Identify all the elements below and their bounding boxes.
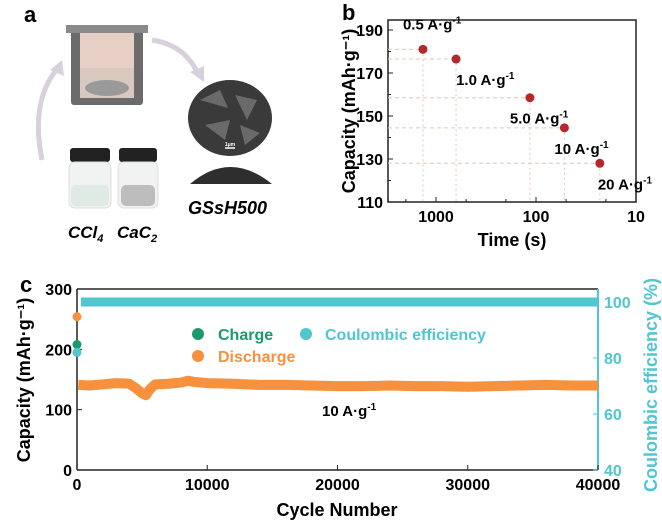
sem-image-icon: 1μm <box>188 80 272 156</box>
y2-tick-label: 40 <box>604 463 622 480</box>
x-tick-label: 1000 <box>418 209 454 226</box>
y2-tick-label: 80 <box>604 351 622 368</box>
y-tick-label: 0 <box>63 463 72 480</box>
x-tick-label: 20000 <box>315 477 360 494</box>
panel-a-label: a <box>24 2 37 27</box>
y-tick-label: 110 <box>357 195 383 212</box>
x-tick-label: 10 <box>627 209 645 226</box>
x-axis-label: Cycle Number <box>276 500 397 520</box>
data-point <box>418 44 428 54</box>
y-tick-label: 170 <box>356 66 383 83</box>
data-point <box>451 54 461 64</box>
data-point <box>595 158 605 168</box>
point-label: 0.5 A·g-1 <box>403 15 462 33</box>
ccl4-jar-icon <box>68 148 112 209</box>
y-tick-label: 300 <box>45 282 72 299</box>
legend-charge-marker <box>192 328 204 340</box>
legend-discharge-label: Discharge <box>218 349 295 366</box>
discharge-series-line <box>78 375 598 401</box>
legend-ce-label: Coulombic efficiency <box>325 327 486 344</box>
current-density-annotation: 10 A·g-1 <box>322 402 377 420</box>
powder-pile-icon <box>190 167 272 184</box>
legend-ce-marker <box>300 328 312 340</box>
svg-text:c: c <box>20 272 32 297</box>
point-label: 1.0 A·g-1 <box>456 71 515 89</box>
ce-first-point <box>72 347 82 357</box>
plot-frame <box>387 19 637 203</box>
product-label: GSsH500 <box>188 198 267 218</box>
svg-text:CaC2: CaC2 <box>117 223 157 245</box>
y2-tick-label: 100 <box>604 295 631 312</box>
y2-axis-label: Coulombic efficiency (%) <box>641 278 661 492</box>
arrow-head-icon <box>190 66 204 82</box>
x-axis-label: Time (s) <box>478 230 547 250</box>
y-tick-label: 130 <box>356 152 383 169</box>
arrow-right-icon <box>151 37 201 76</box>
svg-text:b: b <box>342 0 355 25</box>
y-axis-label: Capacity (mAh·g⁻¹) <box>14 298 34 463</box>
point-label: 5.0 A·g-1 <box>510 110 569 128</box>
panel-c: c 0 100 200 300 40 60 80 100 0 10000 20000 30000 400… <box>14 272 661 520</box>
panel-b: b 110 130 150 170 190 1000 100 10 Time (s) Capaci… <box>339 0 652 250</box>
svg-text:CCl4: CCl4 <box>68 223 103 245</box>
svg-text:1μm: 1μm <box>225 142 236 148</box>
legend-discharge-marker <box>192 350 204 362</box>
legend-charge-label: Charge <box>218 327 273 344</box>
y-axis-label: Capacity (mAh·g⁻¹) <box>339 29 359 194</box>
x-tick-label: 100 <box>523 209 550 226</box>
precursor-2-label: CaC <box>117 223 152 242</box>
y-tick-label: 150 <box>356 109 383 126</box>
x-tick-label: 10000 <box>185 477 230 494</box>
y2-tick-label: 60 <box>604 407 622 424</box>
y-tick-label: 100 <box>45 403 72 420</box>
data-point <box>525 93 535 103</box>
y-tick-label: 200 <box>45 342 72 359</box>
data-point <box>559 123 569 133</box>
discharge-first-point <box>72 312 82 322</box>
point-label: 20 A·g-1 <box>598 175 653 193</box>
arrow-up-icon <box>35 66 60 161</box>
point-label: 10 A·g-1 <box>554 140 609 158</box>
precursor-1-label: CCl <box>68 223 99 242</box>
x-tick-label: 40000 <box>576 477 621 494</box>
crucible-icon <box>66 25 148 105</box>
charge-first-point <box>72 340 82 350</box>
y-tick-label: 190 <box>356 23 383 40</box>
x-tick-label: 30000 <box>446 477 491 494</box>
arrow-head-icon <box>50 60 64 76</box>
cac2-jar-icon <box>117 148 159 209</box>
panel-a: a CCl4 CaC2 1μm GSs <box>24 2 272 245</box>
x-tick-label: 0 <box>73 477 82 494</box>
